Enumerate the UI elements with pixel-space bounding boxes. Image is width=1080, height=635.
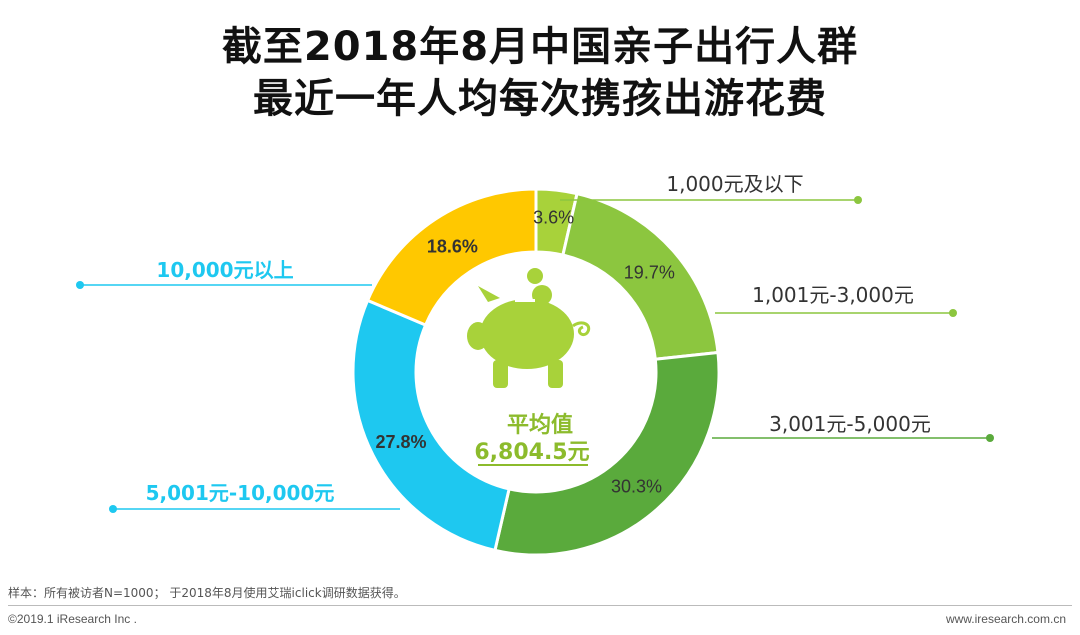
leader-dot — [854, 196, 862, 204]
leader-dot — [109, 505, 117, 513]
slice-value-label: 27.8% — [375, 432, 426, 452]
category-label: 5,001元-10,000元 — [146, 481, 335, 505]
category-label: 1,000元及以下 — [666, 172, 803, 196]
leader-dot — [76, 281, 84, 289]
chart-title-line1: 截至2018年8月中国亲子出行人群 — [221, 24, 859, 70]
piggy-bank-icon — [467, 268, 591, 388]
donut-slice — [365, 187, 538, 328]
donut-chart: 3.6% 19.7% 30.3% 27.8% 18.6% 1,000元及以下 1,001元… — [76, 172, 994, 557]
leader-dot — [949, 309, 957, 317]
donut-slice — [493, 350, 721, 557]
average-label: 平均值 — [507, 412, 573, 438]
sample-note: 样本：所有被访者N=1000； 于2018年8月使用艾瑞iclick调研数据获得… — [8, 586, 406, 600]
chart-title-line2: 最近一年人均每次携孩出游花费 — [253, 76, 827, 122]
average-value: 6,804.5元 — [474, 440, 589, 465]
slice-value-label: 19.7% — [624, 262, 675, 282]
donut-slice — [351, 298, 511, 553]
leader-dot — [986, 434, 994, 442]
copyright: ©2019.1 iResearch Inc . — [8, 612, 137, 626]
footer-divider — [8, 605, 1072, 606]
category-label: 1,001元-3,000元 — [752, 283, 914, 307]
category-label: 3,001元-5,000元 — [769, 412, 931, 436]
slice-value-label: 3.6% — [533, 207, 574, 227]
slice-value-label: 18.6% — [427, 237, 478, 257]
category-label: 10,000元以上 — [156, 258, 293, 282]
slice-value-label: 30.3% — [611, 476, 662, 496]
website: www.iresearch.com.cn — [945, 612, 1066, 626]
